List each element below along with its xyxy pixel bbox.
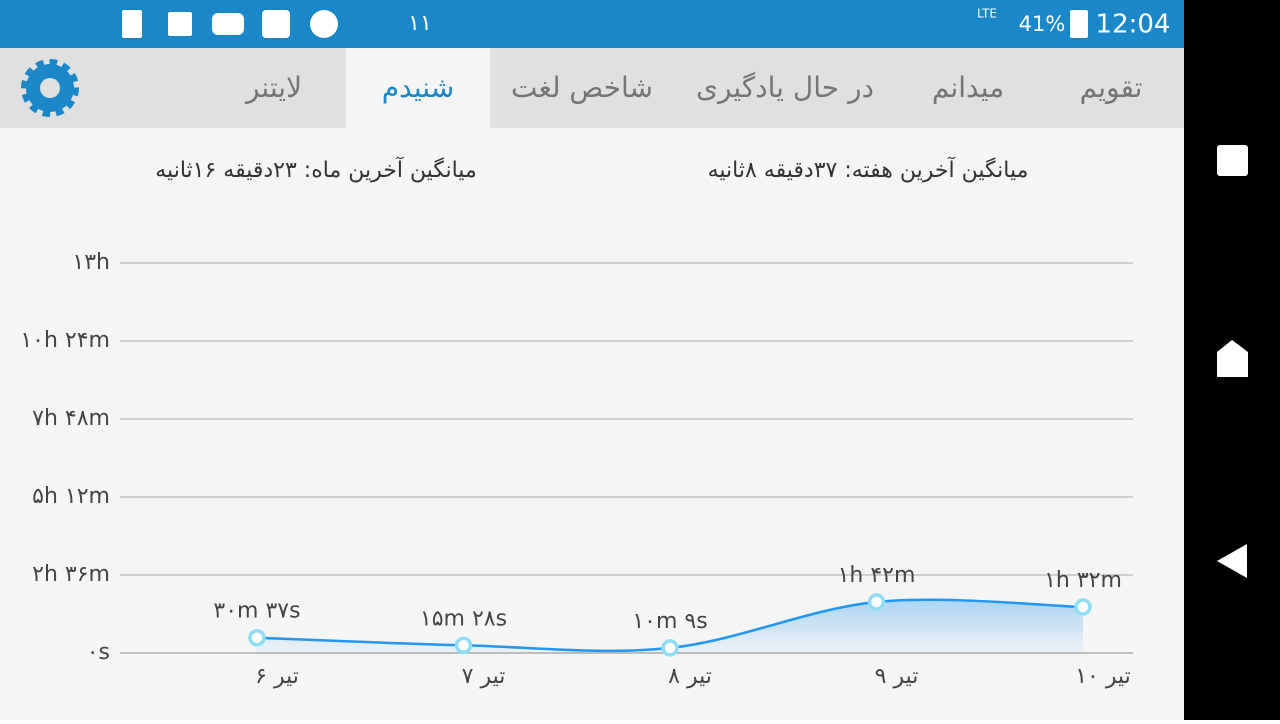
home-button[interactable] (1217, 340, 1248, 377)
x-tick-label: ۷ تیر (462, 664, 506, 689)
battery: 41% (1019, 12, 1066, 36)
point (1074, 598, 1092, 616)
recent-button[interactable] (1217, 145, 1248, 176)
active-tab-bg (346, 48, 490, 128)
y-tick-label: ۷h ۴۸m (32, 406, 110, 431)
point (661, 639, 679, 657)
value-label: ۳۰m ۳۷s (213, 599, 300, 624)
clock: 12:04 (1096, 10, 1171, 40)
notification-count: ۱۱ (408, 11, 432, 36)
y-tick-label: ۵h ۱۲m (32, 484, 110, 509)
y-tick-label: ۲h ۳۶m (32, 562, 110, 587)
status-bar (0, 0, 1184, 48)
area (257, 599, 1083, 653)
tab[interactable]: در حال یادگیری (696, 71, 874, 104)
settings-button[interactable] (21, 59, 79, 117)
tab[interactable]: تقویم (1080, 71, 1143, 104)
value-label: ۱۵m ۲۸s (420, 606, 507, 631)
x-tick-label: ۱۰ تیر (1075, 664, 1131, 689)
value-label: ۱h ۴۲m (838, 563, 916, 588)
value-label: ۱h ۳۲m (1044, 568, 1122, 593)
point (248, 628, 266, 647)
month-average: میانگین آخرین ماه: ۲۳دقیقه ۱۶ثانیه (155, 156, 476, 183)
y-tick-label: ۱۰h ۲۴m (20, 328, 110, 353)
tab-bar (0, 48, 1184, 128)
gear-hole (40, 78, 60, 98)
tab[interactable]: میدانم (932, 71, 1004, 104)
x-tick-label: ۸ تیر (668, 664, 712, 689)
tab[interactable]: شاخص لغت (511, 71, 653, 104)
tab[interactable]: شنیدم (382, 71, 454, 104)
point (454, 636, 473, 655)
week-average: میانگین آخرین هفته: ۳۷دقیقه ۸ثانیه (708, 156, 1029, 183)
back-button[interactable] (1217, 544, 1247, 578)
x-tick-label: ۶ تیر (255, 664, 299, 689)
status-icons (122, 10, 1088, 38)
x-tick-label: ۹ تیر (875, 664, 919, 689)
y-tick-label: ۱۳h (72, 250, 110, 275)
value-label: ۱۰m ۹s (632, 609, 707, 634)
y-tick-label: ۰s (87, 640, 110, 665)
tab[interactable]: لایتنر (244, 71, 302, 104)
network: LTE (977, 7, 997, 21)
point (867, 593, 886, 611)
